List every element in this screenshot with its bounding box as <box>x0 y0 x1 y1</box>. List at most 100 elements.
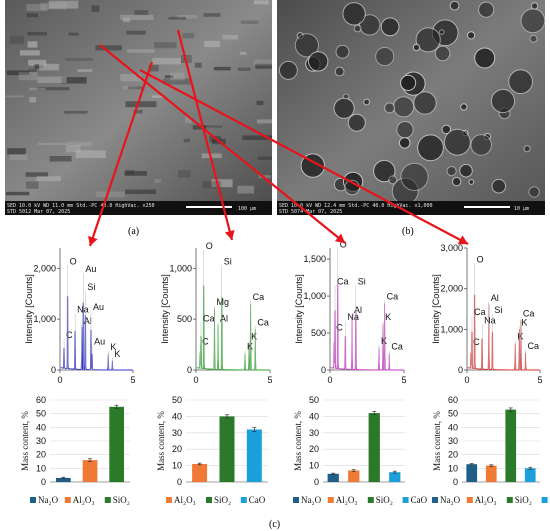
eds-y-tick-label: 1,500 <box>303 254 326 264</box>
sem-a-grain <box>9 35 24 44</box>
sem-a-grain <box>201 153 222 159</box>
sem-b-pore <box>474 47 496 69</box>
legend-swatch-SiO2 <box>104 497 111 503</box>
sem-b-pore <box>478 1 495 18</box>
panel-label-c: (c) <box>269 519 280 530</box>
eds-peak-label: O <box>70 256 77 266</box>
eds-peak-label: C <box>336 323 343 333</box>
sem-b-pore <box>434 45 451 62</box>
sem-a-grain <box>64 110 88 114</box>
sem-a-grain <box>253 59 272 66</box>
oxide-bar-chart-2: 0 10 20 30 40 50 Mass content, % Al₂O₃ SiO₂ CaO <box>156 395 268 505</box>
eds-peak-label: Au <box>94 337 105 347</box>
legend-label-Al2O3: Al₂O₃ <box>174 495 196 505</box>
sem-b-pore <box>490 88 516 114</box>
bar-SiO2 <box>109 406 124 482</box>
sem-a-grain <box>27 41 38 48</box>
eds-spectrum-3: 0 500 1,000 1,500 0 5 Intensity [Counts] C O Ca Na… <box>294 240 407 385</box>
eds-peak-label: Al <box>84 316 92 326</box>
sem-b-pore <box>398 137 411 149</box>
sem-b-pore <box>334 66 345 77</box>
red-arrow-line <box>139 69 469 245</box>
sem-a-grain <box>26 4 48 12</box>
sem-a-grain <box>213 66 231 71</box>
sem-a-grain <box>239 51 247 55</box>
sem-a-grain <box>237 185 255 194</box>
sem-b-pore <box>468 179 475 185</box>
eds-peak-label: Mg <box>217 297 230 307</box>
eds-spectrum-2: 0 500 1,000 0 5 Intensity [Counts] C O Ca Al Mg Si K… <box>160 241 273 385</box>
sem-b-pore <box>359 14 381 36</box>
legend-label-Al2O3: Al₂O₃ <box>73 495 95 505</box>
eds-peak-label: Ca <box>391 342 403 352</box>
eds-y-axis-label: Intensity [Counts] <box>431 274 441 344</box>
bar-y-tick-label: 30 <box>172 428 182 438</box>
sem-a-grain <box>25 181 39 189</box>
bar-y-tick-label: 0 <box>177 477 182 487</box>
legend-label-Na2O: Na₂O <box>301 495 322 505</box>
red-arrow-line <box>99 44 346 244</box>
bar-y-tick-label: 10 <box>36 463 46 473</box>
sem-image-b: SED 10.0 kV WD 12.4 mm Std.-PC 40.0 High… <box>277 0 546 215</box>
sem-a-grain <box>75 150 106 159</box>
bar-Al2O3 <box>192 464 208 482</box>
eds-y-tick-label: 0 <box>187 365 192 375</box>
sem-a-grain <box>237 67 251 71</box>
sem-a-grain <box>168 16 186 20</box>
legend-swatch-Na2O <box>293 497 299 503</box>
eds-peak-label: K <box>251 332 257 342</box>
sem-b-pore <box>439 29 445 35</box>
legend-swatch-SiO2 <box>367 497 374 503</box>
oxide-bar-chart-4: 0 10 20 30 40 50 60 Mass content, % Na₂O Al₂O₃ SiO… <box>432 395 550 505</box>
sem-a-grain <box>61 77 87 84</box>
sem-a-grain <box>28 69 37 72</box>
eds-peak-label: O <box>477 254 484 264</box>
bar-y-axis-label: Mass content, % <box>20 411 30 471</box>
sem-b-pore <box>449 0 460 11</box>
sem-a-grain <box>125 169 135 175</box>
eds-y-tick-label: 500 <box>311 328 326 338</box>
eds-peak-label: Ca <box>523 308 535 318</box>
sem-a-grain <box>182 33 194 39</box>
sem-b-pore <box>441 124 452 135</box>
eds-peak-label: K <box>517 332 523 342</box>
bar-y-tick-label: 20 <box>36 450 46 460</box>
sem-a-grain <box>125 101 157 108</box>
sem-image-a: SED 10.0 kV WD 11.0 mm Std.-PC 40.0 High… <box>5 0 272 215</box>
sem-a-grain <box>39 63 60 71</box>
bar-y-tick-label: 50 <box>448 409 458 419</box>
legend-swatch-Al2O3 <box>64 497 71 503</box>
bar-y-tick-label: 0 <box>453 477 458 487</box>
eds-x-tick-label: 5 <box>537 375 542 385</box>
eds-peak-label: Ca <box>387 291 399 301</box>
legend-swatch-CaO <box>541 497 548 503</box>
sem-b-pore <box>491 178 507 194</box>
sem-a-grain <box>124 171 147 176</box>
sem-b-pore <box>415 27 441 53</box>
eds-peak-label: Si <box>358 277 366 287</box>
eds-x-tick-label: 0 <box>57 375 62 385</box>
sem-image-b-texture <box>278 0 546 205</box>
sem-a-grain <box>19 50 40 56</box>
bar-SiO2 <box>368 413 380 482</box>
sem-a-grain <box>203 13 221 17</box>
sem-b-pore <box>529 34 538 43</box>
bar-y-tick-label: 20 <box>172 444 182 454</box>
eds-peak-label: Na <box>484 315 496 325</box>
eds-peak-label: K <box>381 336 387 346</box>
bar-y-tick-label: 0 <box>41 477 46 487</box>
eds-peak-label: K <box>521 317 527 327</box>
sem-b-pore <box>342 2 366 26</box>
eds-peak-label: Ca <box>203 313 215 323</box>
eds-x-tick-label: 5 <box>130 375 135 385</box>
sem-a-grain <box>126 30 146 35</box>
legend-swatch-Al2O3 <box>327 497 334 503</box>
sem-a-grain <box>36 87 70 91</box>
sem-a-grain <box>133 109 143 114</box>
eds-peak-label: C <box>202 337 209 347</box>
sem-a-grain <box>6 70 30 76</box>
sem-a-grain <box>95 45 122 51</box>
bar-y-tick-label: 10 <box>172 461 182 471</box>
sem-b-scale-label: 10 μm <box>514 206 529 212</box>
